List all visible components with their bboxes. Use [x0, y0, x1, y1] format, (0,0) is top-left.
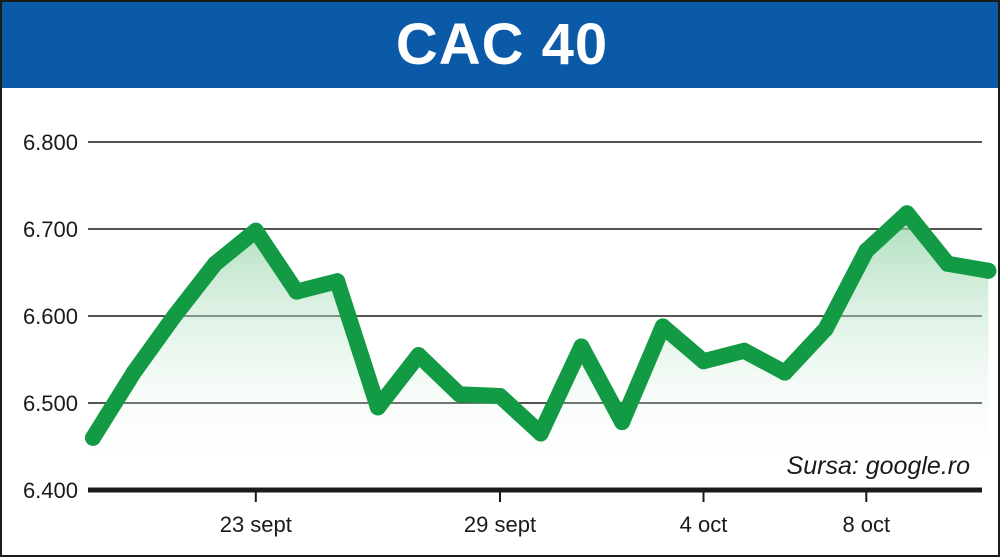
chart-title: CAC 40 — [395, 12, 609, 77]
data-point — [695, 353, 712, 370]
y-tick-label: 6.800 — [23, 130, 78, 155]
y-tick-labels: 6.400 6.500 6.600 6.700 6.800 — [23, 130, 78, 503]
data-point — [980, 262, 997, 279]
data-point — [369, 399, 386, 416]
data-point — [410, 347, 427, 364]
x-tick-label: 4 oct — [680, 512, 728, 537]
data-point — [288, 283, 305, 300]
y-tick-label: 6.700 — [23, 217, 78, 242]
y-tick-label: 6.400 — [23, 478, 78, 503]
x-tick-label: 8 oct — [842, 512, 890, 537]
data-point — [776, 364, 793, 381]
data-point — [858, 242, 875, 259]
title-banner: CAC 40 — [2, 2, 998, 88]
data-point — [247, 222, 264, 239]
data-point — [532, 425, 549, 442]
data-point — [654, 318, 671, 335]
data-points — [85, 205, 997, 446]
data-point — [451, 386, 468, 403]
data-point — [573, 338, 590, 355]
area-fill — [93, 213, 989, 483]
data-point — [614, 414, 631, 431]
data-point — [329, 273, 346, 290]
y-tick-label: 6.500 — [23, 391, 78, 416]
data-point — [817, 321, 834, 338]
y-tick-label: 6.600 — [23, 304, 78, 329]
data-point — [166, 308, 183, 324]
x-tick-label: 29 sept — [464, 512, 536, 537]
data-point — [899, 205, 915, 222]
data-point — [207, 255, 224, 272]
source-note: Sursa: google.ro — [787, 452, 971, 480]
x-axis — [88, 487, 982, 502]
data-point — [492, 388, 508, 405]
x-tick-label: 23 sept — [220, 512, 292, 537]
data-point — [736, 342, 753, 359]
data-point — [85, 429, 101, 446]
data-point — [939, 255, 956, 272]
data-point — [125, 364, 142, 381]
